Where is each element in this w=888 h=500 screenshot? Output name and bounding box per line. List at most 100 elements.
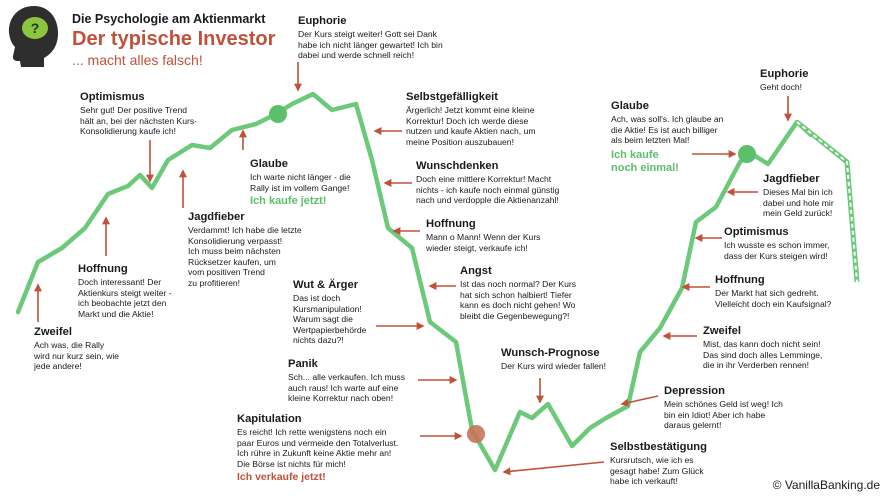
phase-text: Rally ist im vollem Gange! — [250, 182, 350, 193]
arrow-depression — [620, 395, 659, 407]
phase-hoffnung-1: Hoffnung Doch interessant! Der Aktienkur… — [78, 262, 198, 319]
headline: Der typische Investor — [72, 28, 276, 50]
phase-text: nach und verdopple die Aktienanzahl! — [416, 195, 559, 206]
phase-text: Das ist doch — [293, 293, 341, 303]
phase-text: Wertpapierbehörde — [293, 324, 367, 335]
phase-text: bin ein Idiot! Aber ich habe — [664, 409, 766, 420]
phase-text: gesagt habe! Zum Glück — [610, 465, 704, 476]
phase-wut-aerger: Wut & Ärger Das ist doch Kursmanipulatio… — [293, 278, 378, 346]
phase-text: Ich rühre in Zukunft keine Aktie mehr an… — [237, 448, 392, 459]
phase-text: auch raus! Ich warte auf eine — [288, 382, 399, 393]
phase-text: dabei und hole mir — [763, 197, 834, 208]
phase-text: Ich wusste es schon immer, — [724, 240, 830, 250]
svg-text:?: ? — [31, 20, 40, 36]
phase-text: Es reicht! Ich rette wenigstens noch ein — [237, 427, 387, 437]
phase-text: Rücksetzer kaufen, um — [188, 256, 276, 267]
phase-text: dass der Kurs steigen wird! — [724, 250, 828, 261]
phase-title: Zweifel — [703, 325, 741, 337]
phase-text: bleibt die Gegenbewegung?! — [460, 310, 570, 321]
phase-title: Selbstbestätigung — [610, 441, 707, 453]
phase-text: Konsolidierung verpasst! — [188, 235, 283, 246]
phase-depression: Depression Mein schönes Geld ist weg! Ic… — [664, 384, 804, 431]
phase-hoffnung-3: Hoffnung Der Markt hat sich gedreht. Vie… — [715, 273, 845, 309]
sell-call-to-action: Ich verkaufe jetzt! — [237, 471, 326, 484]
sell-point-marker — [467, 425, 485, 443]
buy-again-call-to-action: Ich kaufe — [611, 148, 659, 161]
phase-title: Hoffnung — [715, 274, 765, 286]
phase-selbstbestaetigung: Selbstbestätigung Kursrutsch, wie ich es… — [610, 440, 740, 487]
phase-text: Mist, das kann doch nicht sein! — [703, 339, 821, 349]
page-title: Die Psychologie am Aktienmarkt — [72, 12, 266, 26]
phase-text: wieder steigt, verkaufe ich! — [426, 242, 528, 253]
phase-kapitulation: Kapitulation Es reicht! Ich rette wenigs… — [237, 412, 417, 484]
phase-text: Mein schönes Geld ist weg! Ich — [664, 399, 783, 409]
subheadline: ... macht alles falsch! — [72, 52, 203, 68]
phase-zweifel-2: Zweifel Mist, das kann doch nicht sein! … — [703, 324, 853, 371]
phase-text: Aktienkurs steigt weiter - — [78, 287, 172, 298]
phase-title: Wunschdenken — [416, 160, 499, 172]
phase-text: kann es doch nicht gehen! Wo — [460, 300, 576, 311]
phase-text: Ich muss beim nächsten — [188, 246, 281, 257]
phase-text: Markt und die Aktie! — [78, 308, 154, 319]
phase-text: Die Börse ist nichts für mich! — [237, 458, 346, 469]
phase-panik: Panik Sch... alle verkaufen. Ich muss au… — [288, 357, 418, 404]
phase-text: habe ich verkauft! — [610, 476, 678, 487]
phase-wunsch-prognose: Wunsch-Prognose Der Kurs wird wieder fal… — [501, 346, 641, 372]
phase-title: Euphorie — [760, 68, 809, 80]
phase-wunschdenken: Wunschdenken Doch eine mittlere Korrektu… — [416, 159, 576, 206]
head-brain-icon: ? — [8, 6, 58, 67]
buy-call-to-action: Ich kaufe jetzt! — [250, 195, 327, 208]
phase-jagdfieber-1: Jagdfieber Verdammt! Ich habe die letzte… — [188, 210, 320, 289]
phase-text: meine Position auszubauen! — [406, 136, 514, 147]
phase-text: ich beobachte jetzt den — [78, 298, 167, 309]
phase-text: habe ich nicht länger gewartet! Ich bin — [298, 39, 443, 50]
phase-title: Panik — [288, 358, 318, 370]
phase-text: Ärgerlich! Jetzt kommt eine kleine — [406, 105, 535, 115]
phase-optimismus-1: Optimismus Sehr gut! Der positive Trend … — [80, 90, 220, 137]
phase-jagdfieber-2: Jagdfieber Dieses Mal bin ich dabei und … — [763, 172, 853, 219]
phase-euphorie-2: Euphorie Geht doch! — [760, 67, 840, 93]
phase-title: Wut & Ärger — [293, 279, 359, 291]
phase-text: Das sind doch alles Lemminge, — [703, 349, 823, 360]
phase-text: vom positiven Trend — [188, 267, 265, 278]
annotation-arrows — [34, 62, 792, 476]
phase-title: Depression — [664, 385, 725, 397]
buy-point-marker-2 — [738, 145, 756, 163]
phase-text: nichts dazu?! — [293, 335, 344, 346]
buy-again-call-to-action: noch einmal! — [611, 161, 679, 174]
phase-text: dabei und werde schnell reich! — [298, 50, 415, 61]
buy-point-marker-1 — [269, 105, 287, 123]
phase-text: Verdammt! Ich habe die letzte — [188, 225, 302, 235]
phase-text: nutzen und kaufe Aktien nach, um — [406, 126, 536, 137]
phase-text: die Aktie! Es ist auch billiger — [611, 124, 718, 135]
phase-title: Hoffnung — [426, 218, 476, 230]
phase-text: Kursrutsch, wie ich es — [610, 455, 694, 465]
phase-text: Der Kurs steigt weiter! Gott sei Dank — [298, 29, 437, 39]
phase-text: Geht doch! — [760, 82, 803, 92]
phase-text: Der Markt hat sich gedreht. — [715, 288, 819, 298]
phase-glaube-2: Glaube Ach, was soll's. Ich glaube an di… — [611, 99, 741, 175]
price-curve-line — [15, 91, 814, 473]
phase-text: paar Euros und vermeide den Totalverlust… — [237, 437, 399, 448]
phase-text: Konsolidierung kaufe ich! — [80, 126, 177, 137]
phase-title: Hoffnung — [78, 263, 128, 275]
phase-title: Selbstgefälligkeit — [406, 91, 499, 103]
phase-title: Zweifel — [34, 326, 72, 338]
phase-title: Kapitulation — [237, 413, 302, 425]
phase-text: Kursmanipulation! — [293, 303, 362, 314]
phase-text: Dieses Mal bin ich — [763, 187, 833, 197]
phase-title: Jagdfieber — [188, 211, 245, 223]
phase-title: Glaube — [611, 100, 649, 112]
phase-text: Warum sagt die — [293, 314, 353, 325]
phase-glaube-1: Glaube Ich warte nicht länger - die Rall… — [250, 157, 375, 208]
phase-text: Doch eine mittlere Korrektur! Macht — [416, 174, 552, 184]
phase-text: Doch interessant! Der — [78, 277, 162, 287]
phase-text: Mann o Mann! Wenn der Kurs — [426, 232, 541, 242]
phase-text: Korrektur! Doch ich werde diese — [406, 115, 529, 126]
phase-title: Wunsch-Prognose — [501, 347, 600, 359]
phase-title: Euphorie — [298, 15, 347, 27]
phase-title: Angst — [460, 265, 492, 277]
phase-text: Ist das noch normal? Der Kurs — [460, 279, 577, 289]
phase-title: Glaube — [250, 158, 288, 170]
